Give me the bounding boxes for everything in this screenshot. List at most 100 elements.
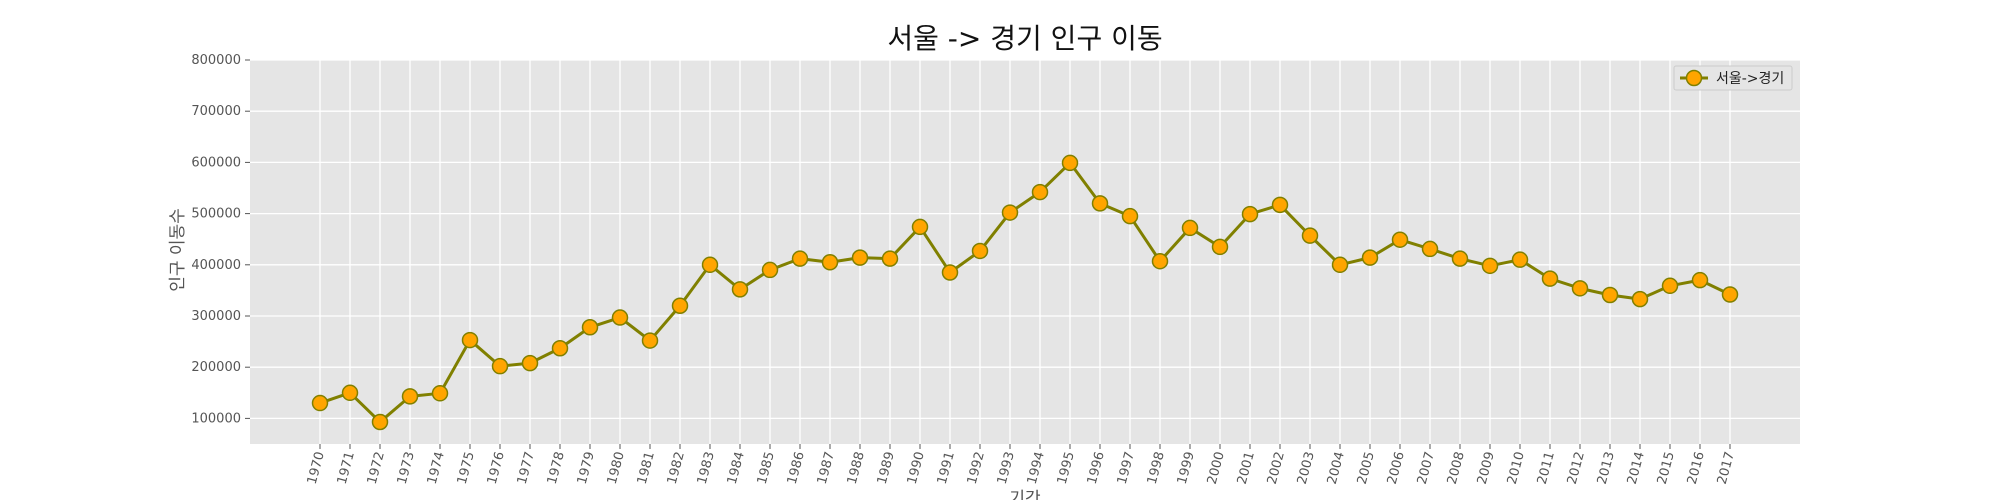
data-point (1121, 207, 1139, 225)
x-tick-label: 1988 (845, 450, 868, 486)
x-tick-label: 1981 (635, 450, 658, 486)
data-point (1391, 231, 1409, 248)
x-tick-label: 1991 (935, 450, 958, 486)
x-tick-label: 1980 (605, 450, 628, 486)
data-point (1241, 205, 1259, 223)
data-point (551, 340, 569, 357)
legend-marker (1685, 69, 1703, 87)
data-point (371, 413, 389, 431)
data-point (1481, 257, 1499, 275)
data-point (911, 218, 929, 236)
y-tick-label: 800000 (191, 53, 241, 68)
x-tick-label: 2014 (1625, 450, 1648, 486)
data-point (821, 253, 839, 271)
data-point (1721, 286, 1739, 303)
x-tick-label: 2007 (1415, 450, 1438, 486)
legend-box (1673, 65, 1793, 91)
data-point (1661, 277, 1679, 295)
y-tick-label: 200000 (191, 360, 241, 375)
x-tick-label: 2016 (1685, 450, 1708, 486)
data-point (581, 319, 599, 336)
x-tick-label: 1986 (785, 450, 808, 486)
data-point (431, 385, 449, 402)
x-tick-label: 2011 (1535, 450, 1558, 486)
data-point (731, 281, 749, 298)
x-tick-label: 2006 (1385, 450, 1408, 486)
x-tick-label: 1998 (1145, 450, 1168, 486)
data-point (1511, 251, 1529, 268)
y-tick-label: 600000 (191, 155, 241, 170)
y-axis: 100000 200000 300000 400000 500000 600000 7000… (191, 53, 250, 426)
data-point (1151, 252, 1169, 270)
x-tick-label: 1983 (695, 450, 718, 486)
x-tick-label: 1993 (995, 450, 1018, 486)
data-point (521, 354, 539, 372)
data-point (1421, 240, 1439, 258)
x-tick-label: 2003 (1295, 450, 1318, 486)
data-point (1541, 270, 1559, 287)
data-point (941, 264, 959, 281)
legend: 서울->경기 (1673, 65, 1793, 91)
data-point (1631, 290, 1649, 308)
legend-label: 서울->경기 (1716, 71, 1784, 87)
x-tick-label: 2000 (1205, 450, 1228, 486)
data-point (761, 261, 779, 279)
x-tick-label: 1992 (965, 450, 988, 486)
x-tick-label: 1985 (755, 450, 778, 486)
x-tick-label: 1975 (455, 450, 478, 486)
x-tick-label: 1979 (575, 450, 598, 486)
x-tick-label: 2012 (1565, 450, 1588, 486)
x-tick-label: 1984 (725, 450, 748, 486)
x-axis-label: 기간 (1009, 489, 1041, 500)
y-tick-label: 500000 (191, 207, 241, 222)
data-point (1301, 227, 1319, 244)
x-tick-label: 1982 (665, 450, 688, 486)
x-tick-label: 1976 (485, 450, 508, 486)
data-point (1451, 250, 1469, 267)
x-tick-label: 1999 (1175, 450, 1198, 486)
x-tick-label: 1995 (1055, 450, 1078, 486)
data-point (401, 388, 419, 405)
x-tick-label: 2017 (1715, 450, 1738, 486)
data-point (1571, 280, 1589, 297)
data-point (641, 332, 659, 349)
data-point (1271, 196, 1289, 214)
x-tick-label: 1977 (515, 450, 538, 486)
data-point (701, 256, 719, 274)
x-tick-label: 1970 (305, 450, 328, 486)
data-point (1031, 183, 1049, 201)
x-tick-label: 2002 (1265, 450, 1288, 486)
data-point (851, 249, 869, 266)
y-tick-label: 400000 (191, 258, 241, 273)
data-point (1601, 286, 1619, 304)
series-layer (311, 154, 1739, 431)
x-tick-label: 2008 (1445, 450, 1468, 486)
data-point (611, 309, 629, 326)
data-point (1211, 238, 1229, 256)
x-tick-label: 2001 (1235, 450, 1258, 486)
data-point (1331, 256, 1349, 274)
x-tick-label: 1974 (425, 450, 448, 486)
data-point (1691, 271, 1709, 289)
x-tick-label: 1994 (1025, 450, 1048, 486)
x-tick-label: 1987 (815, 450, 838, 486)
data-point (791, 250, 809, 267)
x-tick-label: 2009 (1475, 450, 1498, 486)
x-tick-label: 2013 (1595, 450, 1618, 486)
y-tick-label: 100000 (191, 411, 241, 426)
x-tick-label: 2005 (1355, 450, 1378, 486)
chart-title: 서울 -> 경기 인구 이동 (887, 22, 1162, 55)
data-point (1091, 195, 1109, 212)
x-tick-label: 1997 (1115, 450, 1138, 486)
data-point (461, 331, 479, 349)
x-tick-label: 1996 (1085, 450, 1108, 486)
x-tick-label: 2015 (1655, 450, 1678, 486)
data-point (881, 250, 899, 267)
data-point (311, 394, 329, 412)
plot-area (250, 60, 1800, 444)
data-point (341, 384, 359, 402)
data-point (671, 297, 689, 315)
x-tick-label: 2010 (1505, 450, 1528, 486)
y-tick-label: 700000 (191, 104, 241, 119)
